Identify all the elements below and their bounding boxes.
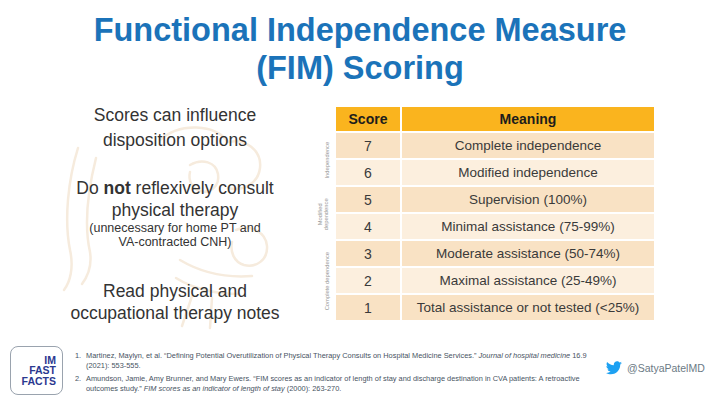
citation-1-text: Martinez, Maylyn, et al. “Defining Poten… <box>86 351 587 371</box>
meaning-4: Minimal assistance (75-99%) <box>402 214 654 239</box>
note-read-notes-line1: Read physical and <box>40 280 310 302</box>
citation-2-number: 2. <box>75 374 86 394</box>
slide-title-line2: (FIM) Scoring <box>0 49 720 87</box>
score-2: 2 <box>336 268 400 293</box>
meaning-6: Modified independence <box>402 160 654 185</box>
header-score: Score <box>336 107 400 131</box>
score-7: 7 <box>336 133 400 158</box>
slide-title-line1: Functional Independence Measure <box>0 11 720 49</box>
meaning-5: Supervision (100%) <box>402 187 654 212</box>
fim-score-table: Score Meaning 7 Complete independence 6 … <box>336 107 654 322</box>
table-header-row: Score Meaning <box>336 107 654 131</box>
citation-2: 2. Amundson, Jamie, Amy Brunner, and Mar… <box>75 374 655 394</box>
twitter-handle: @SatyaPatelMD <box>627 362 705 374</box>
table-row-3: 3 Moderate assistance (50-74%) <box>336 241 654 266</box>
note-read-notes-line2: occupational therapy notes <box>40 302 310 324</box>
meaning-2: Maximal assistance (25-49%) <box>402 268 654 293</box>
score-1: 1 <box>336 295 400 320</box>
table-row-5: 5 Supervision (100%) <box>336 187 654 212</box>
note-consult-subnote: (unnecessary for home PT and VA-contract… <box>40 221 310 249</box>
note-consult-sub2: VA-contracted CNH) <box>40 235 310 249</box>
table-row-2: 2 Maximal assistance (25-49%) <box>336 268 654 293</box>
score-4: 4 <box>336 214 400 239</box>
im-fast-facts-logo: IM FAST FACTS <box>10 346 63 395</box>
note-consult-bold: not <box>104 178 131 198</box>
twitter-attribution: @SatyaPatelMD <box>606 361 705 375</box>
table-row-7: 7 Complete independence <box>336 133 654 158</box>
note-consult-sub1: (unnecessary for home PT and <box>40 221 310 235</box>
score-6: 6 <box>336 160 400 185</box>
score-3: 3 <box>336 241 400 266</box>
header-meaning: Meaning <box>402 107 654 131</box>
slide: Functional Independence Measure (FIM) Sc… <box>0 0 720 404</box>
citation-1-number: 1. <box>75 351 86 371</box>
meaning-1: Total assistance or not tested (<25%) <box>402 295 654 320</box>
citation-2-text: Amundson, Jamie, Amy Brunner, and Mary E… <box>86 374 580 394</box>
score-5: 5 <box>336 187 400 212</box>
citation-1: 1. Martinez, Maylyn, et al. “Defining Po… <box>75 351 655 371</box>
logo-facts: FACTS <box>11 376 56 387</box>
group-label-independence: Independence <box>318 133 336 187</box>
note-consult-line2: physical therapy <box>40 199 310 221</box>
slide-title: Functional Independence Measure (FIM) Sc… <box>0 11 720 87</box>
meaning-7: Complete independence <box>402 133 654 158</box>
note-consult-line1: Do not reflexively consult <box>40 177 310 199</box>
note-consult: Do not reflexively consult physical ther… <box>40 177 310 221</box>
note-consult-pre: Do <box>76 178 103 198</box>
group-label-complete-dependence: Complete dependence <box>318 241 336 322</box>
note-disposition-line2: disposition options <box>40 128 310 153</box>
note-disposition: Scores can influence disposition options <box>40 103 310 153</box>
note-disposition-line1: Scores can influence <box>40 103 310 128</box>
group-label-modified-dependence: Modifieddependence <box>314 187 332 241</box>
table-row-1: 1 Total assistance or not tested (<25%) <box>336 295 654 320</box>
table-row-6: 6 Modified independence <box>336 160 654 185</box>
twitter-icon <box>606 361 622 375</box>
table-row-4: 4 Minimal assistance (75-99%) <box>336 214 654 239</box>
note-read-notes: Read physical and occupational therapy n… <box>40 280 310 324</box>
citations: 1. Martinez, Maylyn, et al. “Defining Po… <box>75 351 655 397</box>
meaning-3: Moderate assistance (50-74%) <box>402 241 654 266</box>
note-consult-post: reflexively consult <box>131 178 274 198</box>
